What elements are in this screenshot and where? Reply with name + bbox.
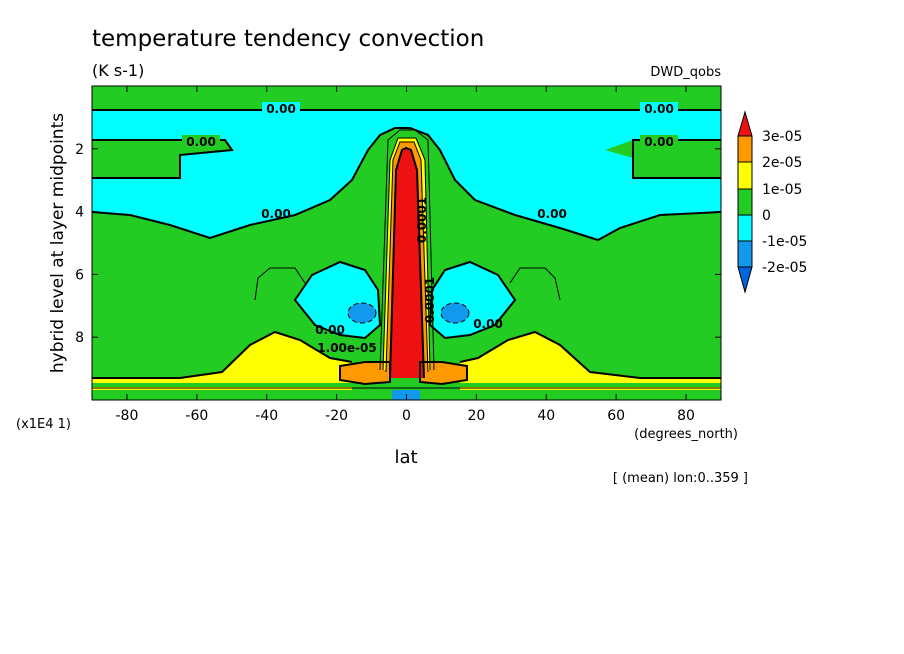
chart-title: temperature tendency convection [92,26,484,52]
x-tick-label: 20 [467,408,485,424]
contour-core-3 [382,137,431,371]
contour-neg-south [347,302,377,324]
x-tick-label: -20 [325,408,348,424]
clabel-bg [640,102,678,115]
contour-field: 0.00 0.00 0.00 0.00 0.00 0.00 0.00 0.00 … [92,86,721,400]
contour-label: 0.00 [473,317,503,331]
fill-cyan-upper [92,110,721,240]
contour-label: 0.0001 [415,197,429,243]
colorbar-segment [737,161,753,190]
contour-lobe-south [293,260,382,340]
colorbar: 3e-05 2e-05 1e-05 0 -1e-05 -2e-05 [737,110,807,294]
y-tick-label: 8 [75,330,84,346]
fill-blue-lobe-north [441,303,469,323]
fill-green-notch [605,140,633,158]
colorbar-label: 1e-05 [762,182,802,198]
x-tick-label: -60 [185,408,208,424]
y-axis: 2 4 6 8 [75,142,721,346]
clabel-bg [182,135,220,148]
y-axis-label: hybrid level at layer midpoints [48,113,68,373]
contour-label: 0.0001 [423,277,437,323]
fill-blue-lobe-south [348,303,376,323]
colorbar-segment [737,188,753,216]
fill-green-upper-right [633,140,721,178]
contour-orange-south [339,361,391,386]
contour-lobe-north [428,260,517,340]
colorbar-label: -1e-05 [762,234,807,250]
x-tick-label: -80 [116,408,139,424]
clabel-bg [262,102,300,115]
fill-orange-north [420,362,467,384]
x-tick-label: 60 [607,408,625,424]
contour-thin-north [509,267,561,301]
contour-label: 0.00 [644,102,674,116]
colorbar-labels: 3e-05 2e-05 1e-05 0 -1e-05 -2e-05 [762,129,807,276]
contour-yellow-south [92,330,353,379]
colorbar-label: 2e-05 [762,155,802,171]
contour-yellow-north [459,330,721,379]
fill-yellow-south [92,332,352,390]
colorbar-label: 0 [762,208,771,224]
fill-green-upper-left [92,140,232,178]
colorbar-arrow-top [737,110,753,137]
x-tick-label: 80 [677,408,695,424]
contour-neg-north [440,302,470,324]
contour-label: 0.00 [266,102,296,116]
y-tick-label: 2 [75,142,84,158]
colorbar-arrow-bottom [737,266,753,294]
colorbar-segment [737,240,753,268]
colorbar-segment [737,214,753,242]
contour-label: 0.00 [315,323,345,337]
contour-label: 0.00 [186,135,216,149]
fill-red-core [390,148,424,378]
fill-green-top-strip [92,104,721,108]
contour-label: 0.00 [261,207,291,221]
colorbar-label: -2e-05 [762,260,807,276]
units-label: (K s-1) [92,61,144,80]
contour-orange-north [419,361,468,386]
contour-label: 1.00e-05 [317,341,376,355]
colorbar-label: 3e-05 [762,129,802,145]
contour-core-2 [385,141,429,373]
averaging-note: [ (mean) lon:0..359 ] [613,471,748,486]
dataset-label: DWD_qobs [650,65,721,80]
contour-labels: 0.00 0.00 0.00 0.00 0.00 0.00 0.00 0.00 … [182,102,678,355]
fill-yellow-north [460,332,721,390]
contour-label: 0.00 [537,207,567,221]
contour-core-4 [379,129,435,371]
fill-orange-south [340,362,390,384]
x-axis-units: (degrees_north) [634,427,738,442]
clabel-bg [640,135,678,148]
contour-zero-arc [92,127,721,242]
fill-green-strip-lower [92,383,721,387]
y-scale-note: (x1E4 1) [16,417,71,432]
colorbar-segment [737,135,753,163]
contour-label: 0.00 [644,135,674,149]
x-axis: -80 -60 -40 -20 0 20 40 60 80 [116,86,695,424]
x-tick-label: 0 [402,408,411,424]
y-tick-label: 6 [75,267,84,283]
x-tick-label: -40 [255,408,278,424]
contour-thin-south [254,267,306,301]
x-tick-label: 40 [537,408,555,424]
y-tick-label: 4 [75,205,84,221]
contour-core-1 [389,146,425,379]
x-axis-label: lat [394,447,417,468]
